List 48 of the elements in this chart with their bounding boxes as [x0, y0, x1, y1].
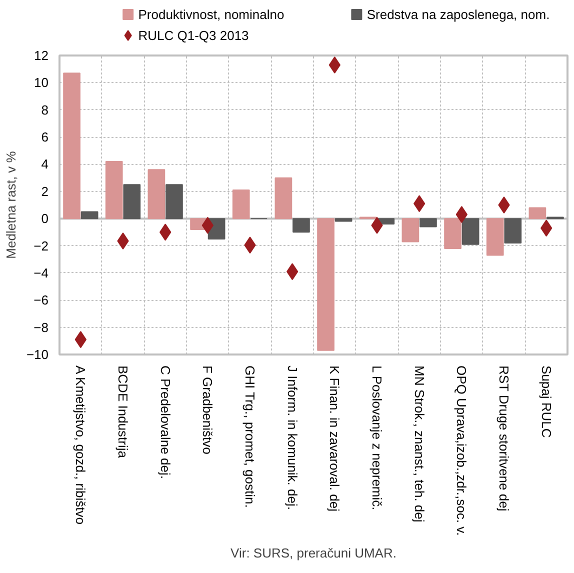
bar [486, 218, 504, 256]
legend-label: Produktivnost, nominalno [138, 7, 284, 22]
y-tick-label: 8 [41, 102, 49, 118]
x-tick-label: L Poslovanje z nepremič. [370, 366, 384, 510]
x-tick-label: C Predelovalne dej. [158, 366, 173, 479]
y-tick-label: 4 [41, 156, 49, 172]
y-tick-label: −6 [34, 292, 49, 308]
bar [462, 218, 480, 245]
y-tick-label: −10 [26, 347, 49, 362]
bar [528, 207, 546, 220]
bar [105, 161, 123, 220]
y-tick-label: −2 [34, 238, 49, 254]
bar [334, 218, 352, 222]
y-tick-label: 10 [34, 75, 49, 90]
bar [148, 169, 166, 220]
bar [317, 218, 334, 351]
bar [292, 218, 310, 233]
x-tick-label: RST Druge storitvene dej [496, 366, 512, 512]
y-tick-label: −8 [34, 320, 49, 335]
bar [444, 218, 462, 249]
x-tick-label: BCDE Industrija [116, 366, 130, 459]
bar [232, 190, 250, 220]
bar [123, 184, 141, 220]
y-tick-label: 12 [34, 48, 49, 63]
legend-label: Sredstva na zaposlenega, nom. [366, 7, 550, 22]
x-tick-label: MN Strok., znanst., teh. dej [412, 366, 427, 522]
x-tick-label: GHI Trg., promet, gostin. [242, 366, 258, 508]
x-tick-label: J Inform. in komunik. dej. [284, 366, 300, 510]
bar [504, 218, 522, 244]
y-tick-label: 6 [41, 130, 49, 145]
x-tick-label: A Kmetijstvo, gozd., ribištvo [73, 366, 88, 524]
y-axis-title: Medletna rast, v % [3, 150, 18, 259]
legend-label: RULC Q1-Q3 2013 [138, 28, 249, 43]
bar [166, 184, 183, 220]
x-tick-label: K Finan. in zavaroval. dej [327, 366, 342, 512]
y-tick-label: 0 [41, 211, 49, 226]
x-tick-label: F Gradbeništvo [200, 366, 216, 454]
bar [63, 72, 80, 220]
bar [402, 218, 420, 242]
bar [420, 218, 437, 228]
bar [80, 211, 98, 220]
y-tick-label: −4 [34, 265, 49, 280]
point [498, 196, 510, 214]
bar [274, 177, 292, 220]
x-tick-label: Supaj RULC [538, 366, 554, 438]
text: Vir: SURS, preračuni UMAR. [230, 546, 396, 560]
x-tick-label: OPQ Uprava,izob.,zdr.,soc. v. [454, 366, 470, 536]
y-tick-label: 2 [41, 184, 49, 199]
